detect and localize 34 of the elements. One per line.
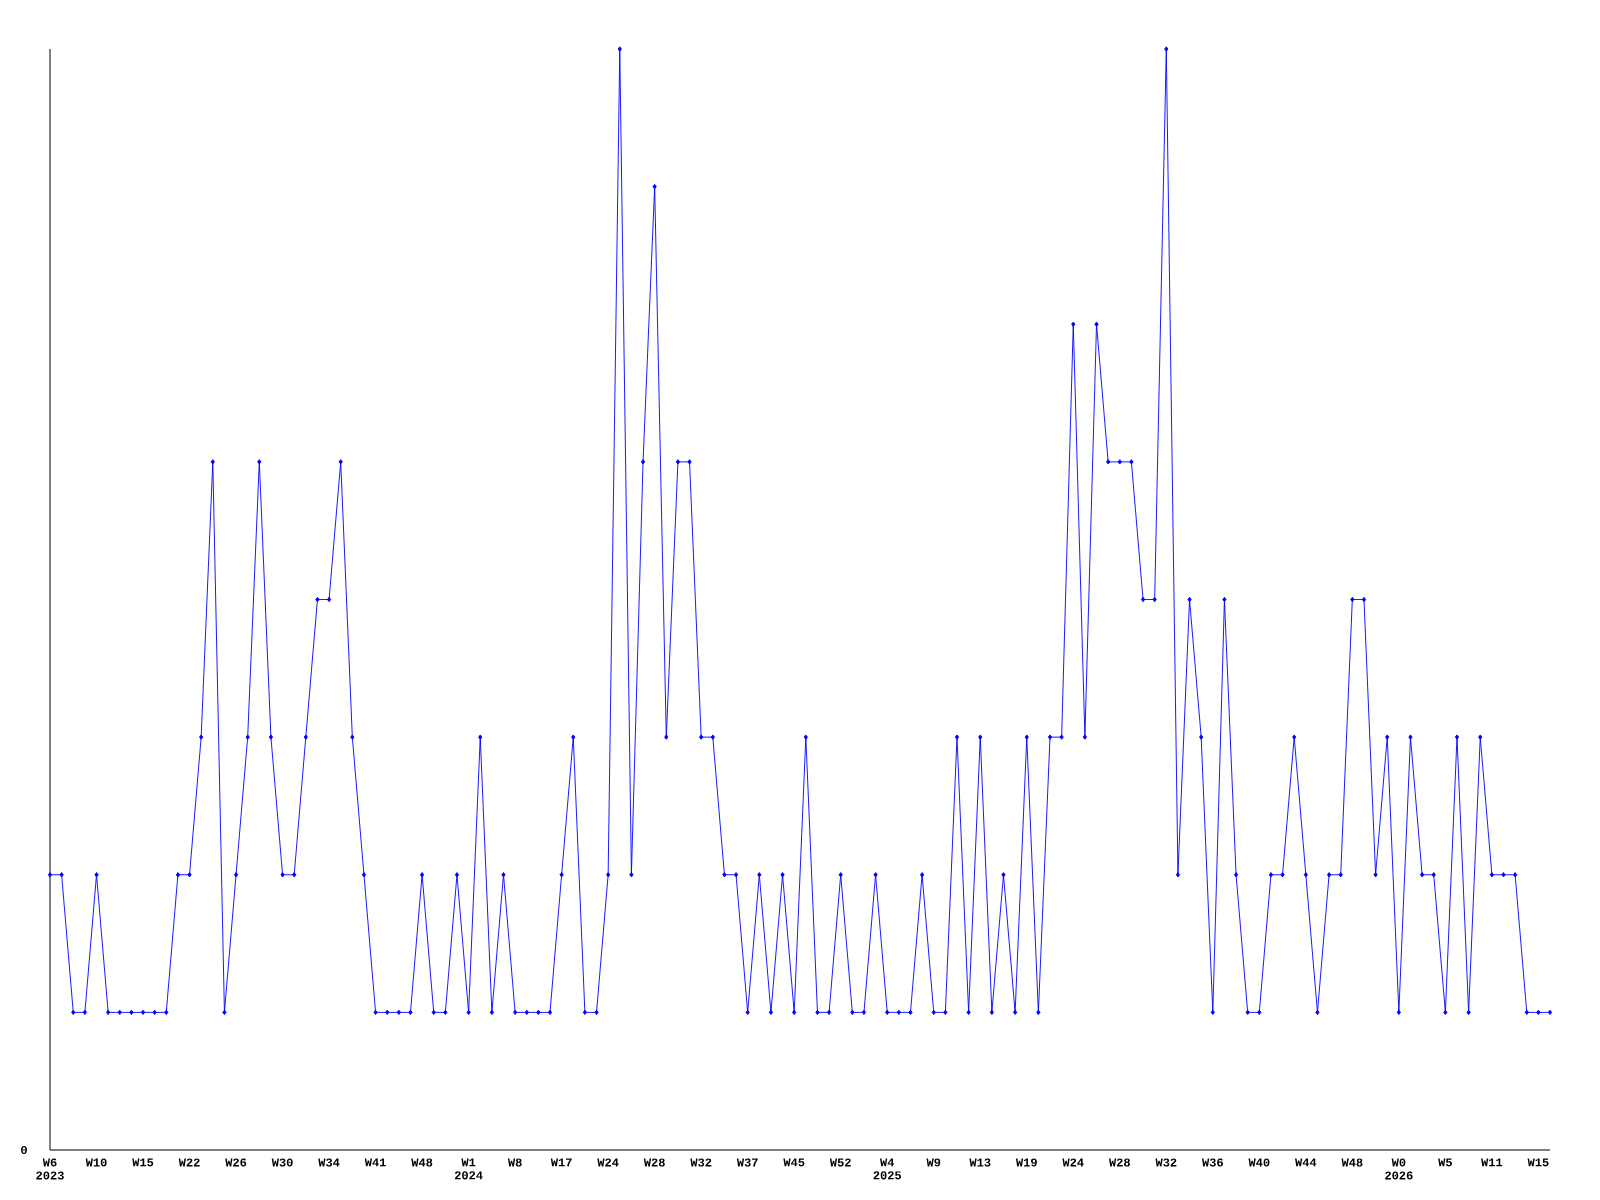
x-tick-label: W10 — [85, 1158, 107, 1167]
x-tick-label: W11 — [1481, 1158, 1503, 1167]
x-tick-label: W24 — [1062, 1158, 1084, 1167]
x-tick-label: W17 — [550, 1158, 572, 1167]
x-tick-label: W41 — [364, 1158, 386, 1167]
x-tick-label: W34 — [318, 1158, 340, 1167]
x-tick-label: W45 — [783, 1158, 805, 1167]
x-tick-label: W32 — [690, 1158, 712, 1167]
x-tick-label: W37 — [736, 1158, 758, 1167]
x-tick-label: W22 — [178, 1158, 200, 1167]
x-tick-label: W24 — [597, 1158, 619, 1167]
x-tick-label: W15 — [1527, 1158, 1549, 1167]
x-tick-label: W13 — [969, 1158, 991, 1167]
x-tick-label: W5 — [1438, 1158, 1452, 1167]
x-tick-label: W48 — [411, 1158, 433, 1167]
x-tick-label: W1 2024 — [454, 1158, 483, 1180]
x-tick-label: W26 — [225, 1158, 247, 1167]
x-tick-label: W52 — [829, 1158, 851, 1167]
x-tick-label: W8 — [507, 1158, 522, 1167]
x-tick-label: W19 — [1015, 1158, 1037, 1167]
x-tick-label: W4 2025 — [873, 1158, 902, 1180]
x-tick-label: W28 — [1108, 1158, 1130, 1167]
x-tick-label: W9 — [926, 1158, 941, 1167]
x-tick-label: W0 2026 — [1385, 1158, 1413, 1180]
x-tick-label: W28 — [643, 1158, 665, 1167]
x-tick-label: W30 — [271, 1158, 293, 1167]
text: 0 — [21, 1145, 27, 1155]
x-tick-label: W36 — [1202, 1158, 1223, 1167]
x-tick-label: W32 — [1155, 1158, 1177, 1167]
x-tick-label: W6 2023 — [36, 1158, 64, 1180]
x-tick-label: W15 — [132, 1158, 154, 1167]
x-tick-label: W44 — [1295, 1158, 1317, 1167]
x-tick-label: W40 — [1248, 1158, 1270, 1167]
x-tick-label: W48 — [1341, 1158, 1363, 1167]
